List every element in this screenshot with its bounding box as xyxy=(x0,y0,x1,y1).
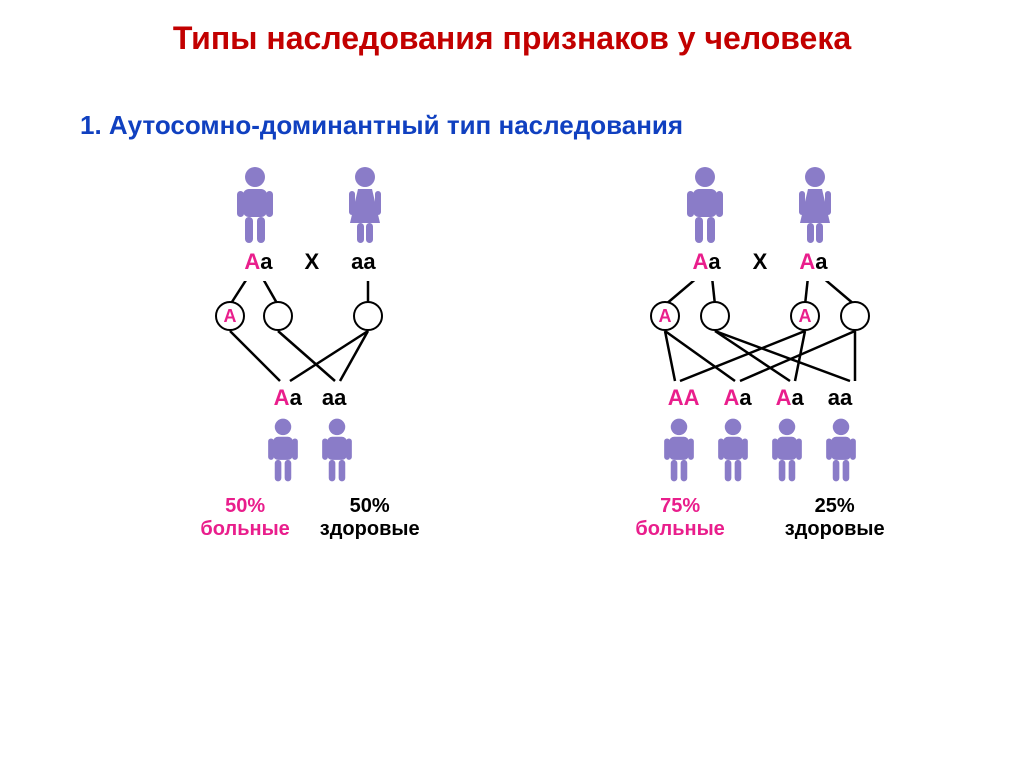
stat-label: здоровые xyxy=(320,518,420,541)
offspring-genotype: aa xyxy=(322,385,347,411)
genotype-parent-left: Aa xyxy=(693,249,721,275)
offspring-genotype-row-left: Aa aa xyxy=(110,385,510,411)
offspring-genotype-row-right: AA Aa Aa aa xyxy=(560,385,960,411)
parent-row-left xyxy=(110,165,510,245)
stats-row-left: 50% больные 50% здоровые xyxy=(110,495,510,541)
male-icon xyxy=(658,417,700,483)
cross-right: Aa Х Aa A A xyxy=(560,165,960,541)
gamete-label: A xyxy=(799,306,812,327)
gamete-label: A xyxy=(659,306,672,327)
gamete-icon xyxy=(353,301,383,331)
male-icon xyxy=(262,417,304,483)
stat-label: больные xyxy=(200,518,289,541)
stat-label: здоровые xyxy=(785,518,885,541)
genotype-parent-right: Aa xyxy=(799,249,827,275)
gamete-icon: A xyxy=(790,301,820,331)
stat-pct: 75% xyxy=(635,495,724,518)
main-title: Типы наследования признаков у человека xyxy=(0,20,1024,57)
stat-healthy: 25% здоровые xyxy=(785,495,885,541)
subtitle: 1. Аутосомно-доминантный тип наследовани… xyxy=(80,110,683,141)
genotype-parent-left: Aa xyxy=(244,249,272,275)
stat-healthy: 50% здоровые xyxy=(320,495,420,541)
stat-sick: 75% больные xyxy=(635,495,724,541)
genotype-parent-right: aa xyxy=(351,249,376,275)
cross-left: Aa Х aa A Aa aa xyxy=(110,165,510,541)
male-icon xyxy=(712,417,754,483)
gamete-area-left: A xyxy=(110,281,510,381)
male-icon xyxy=(680,165,730,245)
male-icon xyxy=(820,417,862,483)
offspring-genotype: Aa xyxy=(724,385,752,411)
gamete-label: A xyxy=(224,306,237,327)
female-icon xyxy=(790,165,840,245)
stats-row-right: 75% больные 25% здоровые xyxy=(560,495,960,541)
male-icon xyxy=(230,165,280,245)
female-icon xyxy=(340,165,390,245)
parent-genotype-row-left: Aa Х aa xyxy=(110,249,510,275)
offspring-row-left xyxy=(110,417,510,483)
gamete-icon: A xyxy=(650,301,680,331)
offspring-genotype: aa xyxy=(828,385,853,411)
gamete-area-right: A A xyxy=(560,281,960,381)
male-icon xyxy=(766,417,808,483)
stat-pct: 50% xyxy=(200,495,289,518)
offspring-genotype: AA xyxy=(668,385,700,411)
stat-label: больные xyxy=(635,518,724,541)
gamete-icon: A xyxy=(215,301,245,331)
male-icon xyxy=(316,417,358,483)
gamete-icon xyxy=(700,301,730,331)
stat-pct: 50% xyxy=(320,495,420,518)
gamete-icon xyxy=(840,301,870,331)
cross-operator: Х xyxy=(304,249,319,275)
diagram-area: Aa Х aa A Aa aa xyxy=(0,165,1024,685)
gamete-icon xyxy=(263,301,293,331)
stat-pct: 25% xyxy=(785,495,885,518)
parent-row-right xyxy=(560,165,960,245)
offspring-genotype: Aa xyxy=(776,385,804,411)
offspring-row-right xyxy=(560,417,960,483)
offspring-genotype: Aa xyxy=(274,385,302,411)
cross-operator: Х xyxy=(753,249,768,275)
stat-sick: 50% больные xyxy=(200,495,289,541)
parent-genotype-row-right: Aa Х Aa xyxy=(560,249,960,275)
